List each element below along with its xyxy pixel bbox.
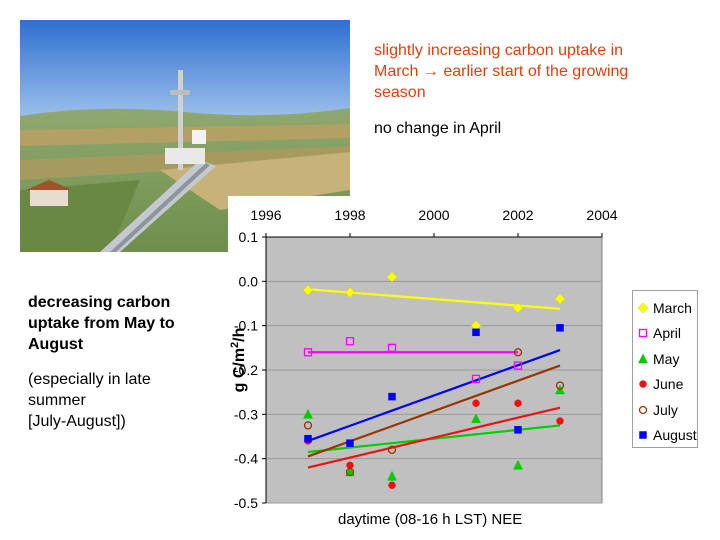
legend-marker-august — [639, 431, 647, 439]
march-point — [512, 302, 524, 314]
y-axis-title-end: /h — [231, 328, 248, 342]
april-point — [513, 361, 523, 370]
x-tick-label: 2002 — [502, 207, 533, 223]
march-point — [386, 271, 398, 283]
april-point — [387, 343, 397, 352]
july-point — [513, 348, 523, 357]
legend-label: May — [653, 350, 680, 367]
legend-marker-april — [638, 329, 648, 338]
legend-item-may: May — [637, 346, 697, 372]
x-tick-label: 2004 — [586, 207, 617, 223]
decrease-note-line: uptake from May to — [28, 315, 175, 332]
y-tick-label: -0.1 — [234, 318, 258, 334]
june-point — [514, 399, 522, 407]
x-tick-label: 1996 — [250, 207, 281, 223]
legend-marker-march — [637, 302, 649, 314]
april-point — [345, 337, 355, 346]
y-tick-label: -0.5 — [234, 495, 258, 511]
y-tick-label: -0.2 — [234, 362, 258, 378]
july-point — [387, 445, 397, 454]
decrease-note-line: decreasing carbon — [28, 294, 171, 311]
june-point — [388, 481, 396, 490]
legend-marker-shape — [639, 380, 647, 388]
late-summer-note-line: [July-August]) — [28, 413, 126, 430]
march-point — [302, 284, 314, 296]
august-point — [472, 328, 480, 337]
march-note-line: season — [374, 84, 426, 101]
june-trend-line — [307, 406, 561, 469]
legend-item-march: March — [637, 295, 697, 321]
legend-item-august: August — [637, 423, 697, 449]
legend-marker-shape — [639, 431, 647, 439]
august-point — [304, 434, 312, 443]
legend-label: August — [653, 427, 697, 444]
legend-marker-may — [638, 353, 648, 363]
x-axis-title: daytime (08-16 h LST) NEE — [338, 511, 523, 528]
legend-marker-shape — [638, 329, 648, 338]
april-point — [303, 348, 313, 357]
chart-svg: -0.5 -0.4 -0.3 -0.2 -0.1 0.0 0.1 1996 1998 2000 20… — [229, 207, 618, 511]
august-point — [514, 426, 522, 434]
june-point — [556, 417, 564, 425]
legend-item-april: April — [637, 321, 697, 347]
august-point — [556, 324, 564, 332]
march-point — [554, 293, 566, 305]
y-tick-label: -0.3 — [234, 406, 258, 422]
y-axis-title-superscript: 2 — [229, 342, 241, 348]
decrease-note: decreasing carbon uptake from May to Aug… — [28, 292, 208, 355]
y-tick-label: -0.4 — [234, 451, 258, 467]
y-axis-title: g C/m2/h — [229, 328, 248, 393]
march-point — [344, 287, 356, 298]
legend-label: July — [653, 401, 678, 418]
legend-item-july: July — [637, 397, 697, 423]
legend-item-june: June — [637, 372, 697, 398]
july-point — [555, 381, 565, 390]
late-summer-note: (especially in late summer [July-August]… — [28, 369, 228, 432]
june-point — [472, 399, 480, 407]
july-point — [345, 467, 355, 477]
legend-label: March — [653, 299, 692, 316]
legend-marker-shape — [638, 353, 648, 363]
may-point — [303, 408, 313, 419]
april-point — [471, 374, 481, 384]
may-point — [513, 459, 523, 470]
march-note-line: March → earlier start of the growing — [374, 63, 629, 80]
x-tick-label: 2000 — [418, 207, 449, 223]
decrease-note-line: August — [28, 336, 84, 353]
legend-label: June — [653, 376, 684, 393]
x-tick-label: 1998 — [334, 207, 365, 223]
chart-legend: March April May June July August — [632, 290, 698, 448]
y-tick-label: 0.1 — [239, 229, 259, 245]
legend-marker-shape — [637, 302, 649, 314]
legend-label: April — [653, 325, 682, 342]
late-summer-note-line: (especially in late — [28, 371, 151, 388]
march-note: slightly increasing carbon uptake in Mar… — [374, 40, 704, 103]
y-tick-label: 0.0 — [239, 273, 259, 289]
march-note-line: slightly increasing carbon uptake in — [374, 42, 624, 59]
june-point — [346, 461, 354, 470]
april-note: no change in April — [374, 120, 502, 137]
may-point — [471, 413, 481, 424]
late-summer-note-line: summer — [28, 392, 86, 409]
legend-marker-july — [638, 405, 648, 414]
legend-marker-shape — [638, 405, 648, 414]
nee-chart: -0.5 -0.4 -0.3 -0.2 -0.1 0.0 0.1 1996 1998 2000 20… — [228, 196, 630, 514]
august-point — [346, 439, 354, 447]
august-point — [388, 392, 396, 401]
y-axis-title-main: g C/m — [231, 348, 248, 392]
legend-marker-june — [639, 380, 647, 388]
july-point — [303, 421, 313, 430]
august-trend-line — [307, 349, 561, 442]
may-point — [387, 470, 397, 481]
